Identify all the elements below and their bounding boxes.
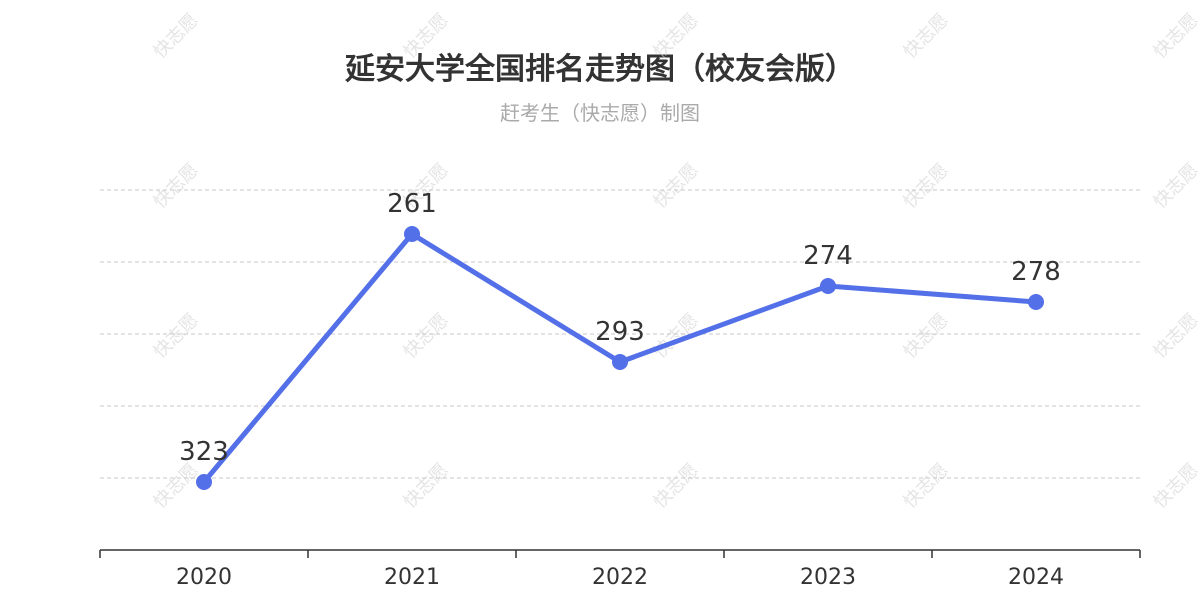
watermark-text: 快志愿	[650, 460, 703, 513]
watermark-text: 快志愿	[150, 10, 203, 63]
watermark-text: 快志愿	[150, 160, 203, 213]
data-point	[404, 226, 420, 242]
data-label: 278	[1011, 257, 1061, 287]
series-layer	[196, 226, 1044, 490]
watermark-text: 快志愿	[900, 310, 953, 363]
data-point	[1028, 294, 1044, 310]
x-axis: 2020 2021 2022 2023 2024	[99, 549, 1141, 590]
x-tick-label: 2022	[592, 565, 648, 590]
watermark-text: 快志愿	[400, 460, 453, 513]
data-label: 261	[387, 189, 437, 219]
x-tick-label: 2020	[176, 565, 232, 590]
watermark-text: 快志愿	[400, 310, 453, 363]
chart-subtitle: 赶考生（快志愿）制图	[500, 101, 700, 125]
data-label: 293	[595, 317, 645, 347]
data-point	[196, 474, 212, 490]
data-label: 323	[179, 437, 229, 467]
watermark-text: 快志愿	[1150, 160, 1200, 213]
chart-title: 延安大学全国排名走势图（校友会版）	[345, 52, 855, 87]
watermark-text: 快志愿	[150, 460, 203, 513]
watermark-text: 快志愿	[900, 10, 953, 63]
watermark-text: 快志愿	[1150, 310, 1200, 363]
x-tick-label: 2023	[800, 565, 856, 590]
x-tick-label: 2021	[384, 565, 440, 590]
data-point	[612, 354, 628, 370]
data-label: 274	[803, 241, 853, 271]
watermark-text: 快志愿	[400, 10, 453, 63]
watermark-text: 快志愿	[650, 10, 703, 63]
watermark-text: 快志愿	[900, 160, 953, 213]
watermark-text: 快志愿	[650, 160, 703, 213]
watermark-text: 快志愿	[150, 310, 203, 363]
data-labels: 323 261 293 274 278	[179, 189, 1061, 467]
data-point	[820, 278, 836, 294]
x-tick-label: 2024	[1008, 565, 1064, 590]
watermark-text: 快志愿	[1150, 460, 1200, 513]
watermark-text: 快志愿	[900, 460, 953, 513]
grid-lines	[100, 189, 1140, 479]
watermark-text: 快志愿	[1150, 10, 1200, 63]
